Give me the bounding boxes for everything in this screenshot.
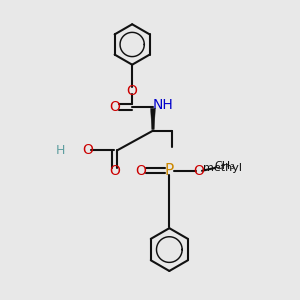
- Text: P: P: [165, 163, 174, 178]
- Text: CH₃: CH₃: [214, 161, 235, 171]
- Text: O: O: [136, 164, 146, 178]
- Text: O: O: [109, 164, 120, 178]
- Text: NH: NH: [153, 98, 174, 112]
- Text: H: H: [56, 144, 65, 157]
- Text: O: O: [109, 100, 120, 114]
- Text: O: O: [127, 84, 138, 98]
- Text: O: O: [83, 143, 94, 157]
- Text: methyl: methyl: [203, 163, 242, 173]
- Polygon shape: [151, 108, 155, 130]
- Text: O: O: [194, 164, 205, 178]
